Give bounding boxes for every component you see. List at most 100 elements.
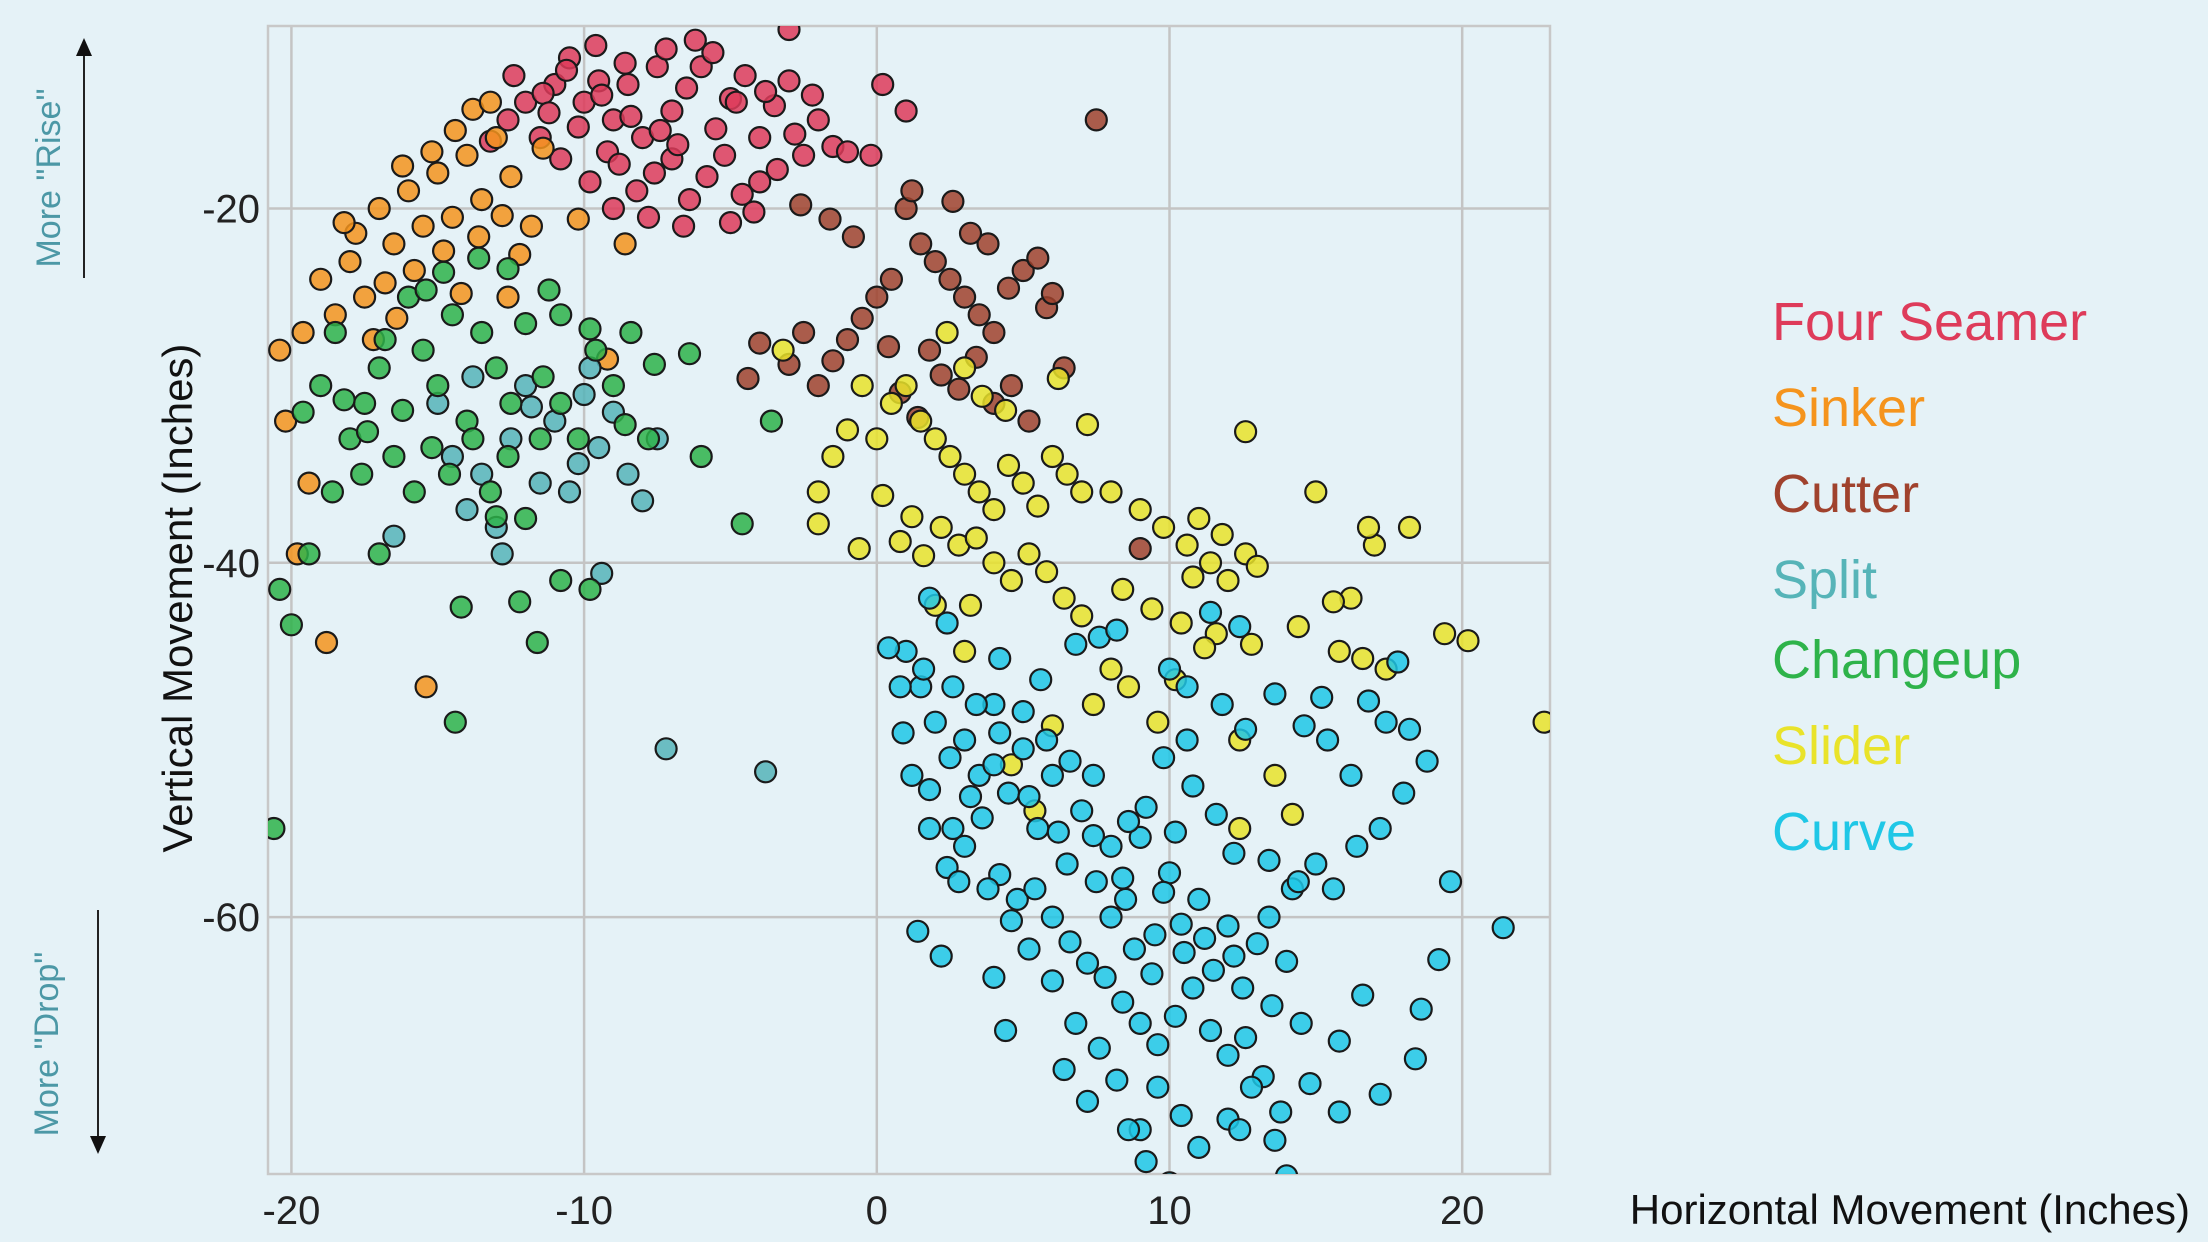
- data-point: [1263, 763, 1287, 788]
- data-point: [1216, 1043, 1240, 1067]
- data-point: [443, 710, 467, 734]
- data-point: [1084, 870, 1108, 894]
- data-point: [935, 320, 959, 345]
- data-point: [1105, 1068, 1129, 1092]
- data-point: [1397, 717, 1422, 741]
- data-point: [1055, 462, 1079, 486]
- data-point: [993, 1018, 1018, 1043]
- data-point: [1005, 887, 1029, 912]
- legend-item: Changeup: [1772, 630, 2021, 690]
- data-point: [1172, 940, 1196, 965]
- data-point: [982, 965, 1006, 990]
- data-point: [1356, 689, 1381, 713]
- x-tick-label: 0: [866, 1189, 888, 1233]
- data-point: [528, 471, 552, 495]
- data-point: [1228, 1118, 1252, 1142]
- data-point: [291, 320, 315, 345]
- data-point: [590, 561, 614, 586]
- data-point: [554, 58, 579, 82]
- data-point: [549, 147, 573, 171]
- drop-arrowhead-icon: [90, 1136, 106, 1154]
- legend-item: Curve: [1772, 802, 1916, 862]
- data-point: [385, 306, 409, 330]
- rise-annotation: More "Rise": [30, 38, 92, 278]
- data-point: [999, 374, 1024, 398]
- data-point: [625, 179, 649, 203]
- data-point: [1187, 1135, 1211, 1160]
- data-point: [935, 611, 959, 635]
- data-point: [338, 250, 362, 274]
- data-point: [999, 568, 1024, 593]
- data-point: [736, 366, 760, 391]
- series-slider: [771, 320, 1550, 841]
- data-point: [841, 225, 866, 249]
- data-point: [1181, 565, 1205, 589]
- data-point: [578, 577, 602, 602]
- data-point: [718, 211, 743, 235]
- data-point: [1111, 866, 1135, 890]
- data-point: [467, 225, 491, 249]
- rise-arrowhead-icon: [76, 38, 92, 56]
- data-point: [1192, 636, 1217, 660]
- data-point: [1040, 905, 1065, 929]
- data-point: [929, 515, 953, 540]
- data-point: [791, 143, 816, 167]
- data-point: [1099, 480, 1123, 504]
- data-point: [938, 746, 962, 770]
- data-point: [993, 398, 1018, 422]
- data-point: [683, 28, 707, 52]
- data-point: [952, 285, 977, 309]
- data-point: [999, 909, 1024, 933]
- data-point: [759, 409, 784, 433]
- data-point: [549, 568, 573, 593]
- data-point: [382, 444, 406, 469]
- data-point: [1017, 409, 1041, 433]
- data-point: [1052, 586, 1076, 610]
- data-point: [818, 207, 842, 231]
- data-point: [929, 363, 953, 387]
- data-point: [947, 377, 971, 401]
- data-point: [566, 452, 590, 476]
- data-point: [557, 480, 582, 504]
- data-point: [1116, 675, 1141, 699]
- data-point: [587, 436, 611, 460]
- data-point: [590, 83, 614, 107]
- data-point: [584, 33, 608, 58]
- data-point: [531, 136, 555, 160]
- data-point: [964, 692, 988, 717]
- data-point: [1280, 802, 1305, 827]
- drop-label: More "Drop": [28, 952, 66, 1137]
- data-point: [1298, 1071, 1322, 1096]
- data-point: [1146, 710, 1170, 734]
- data-point: [923, 710, 947, 734]
- data-point: [1017, 784, 1041, 809]
- data-point: [630, 489, 655, 513]
- data-point: [455, 498, 479, 522]
- data-point: [537, 101, 561, 125]
- data-point: [970, 806, 994, 830]
- data-point: [1427, 947, 1451, 972]
- data-point: [373, 271, 397, 295]
- data-point: [988, 721, 1012, 745]
- data-point: [876, 636, 901, 660]
- data-point: [947, 870, 971, 894]
- data-point: [613, 232, 637, 256]
- data-point: [367, 196, 391, 221]
- data-point: [1075, 1089, 1100, 1114]
- data-point: [513, 312, 538, 336]
- data-point: [1134, 795, 1158, 819]
- data-point: [911, 657, 936, 681]
- data-point: [1163, 1004, 1188, 1028]
- data-point: [952, 728, 977, 752]
- data-point: [350, 462, 374, 486]
- data-point: [1026, 494, 1050, 518]
- data-point: [1099, 657, 1123, 681]
- data-point: [923, 427, 947, 451]
- data-point: [666, 133, 690, 157]
- data-point: [1070, 480, 1094, 504]
- data-point: [900, 763, 924, 788]
- data-point: [420, 140, 444, 164]
- x-tick-label: 10: [1147, 1189, 1192, 1233]
- data-point: [1134, 1149, 1158, 1174]
